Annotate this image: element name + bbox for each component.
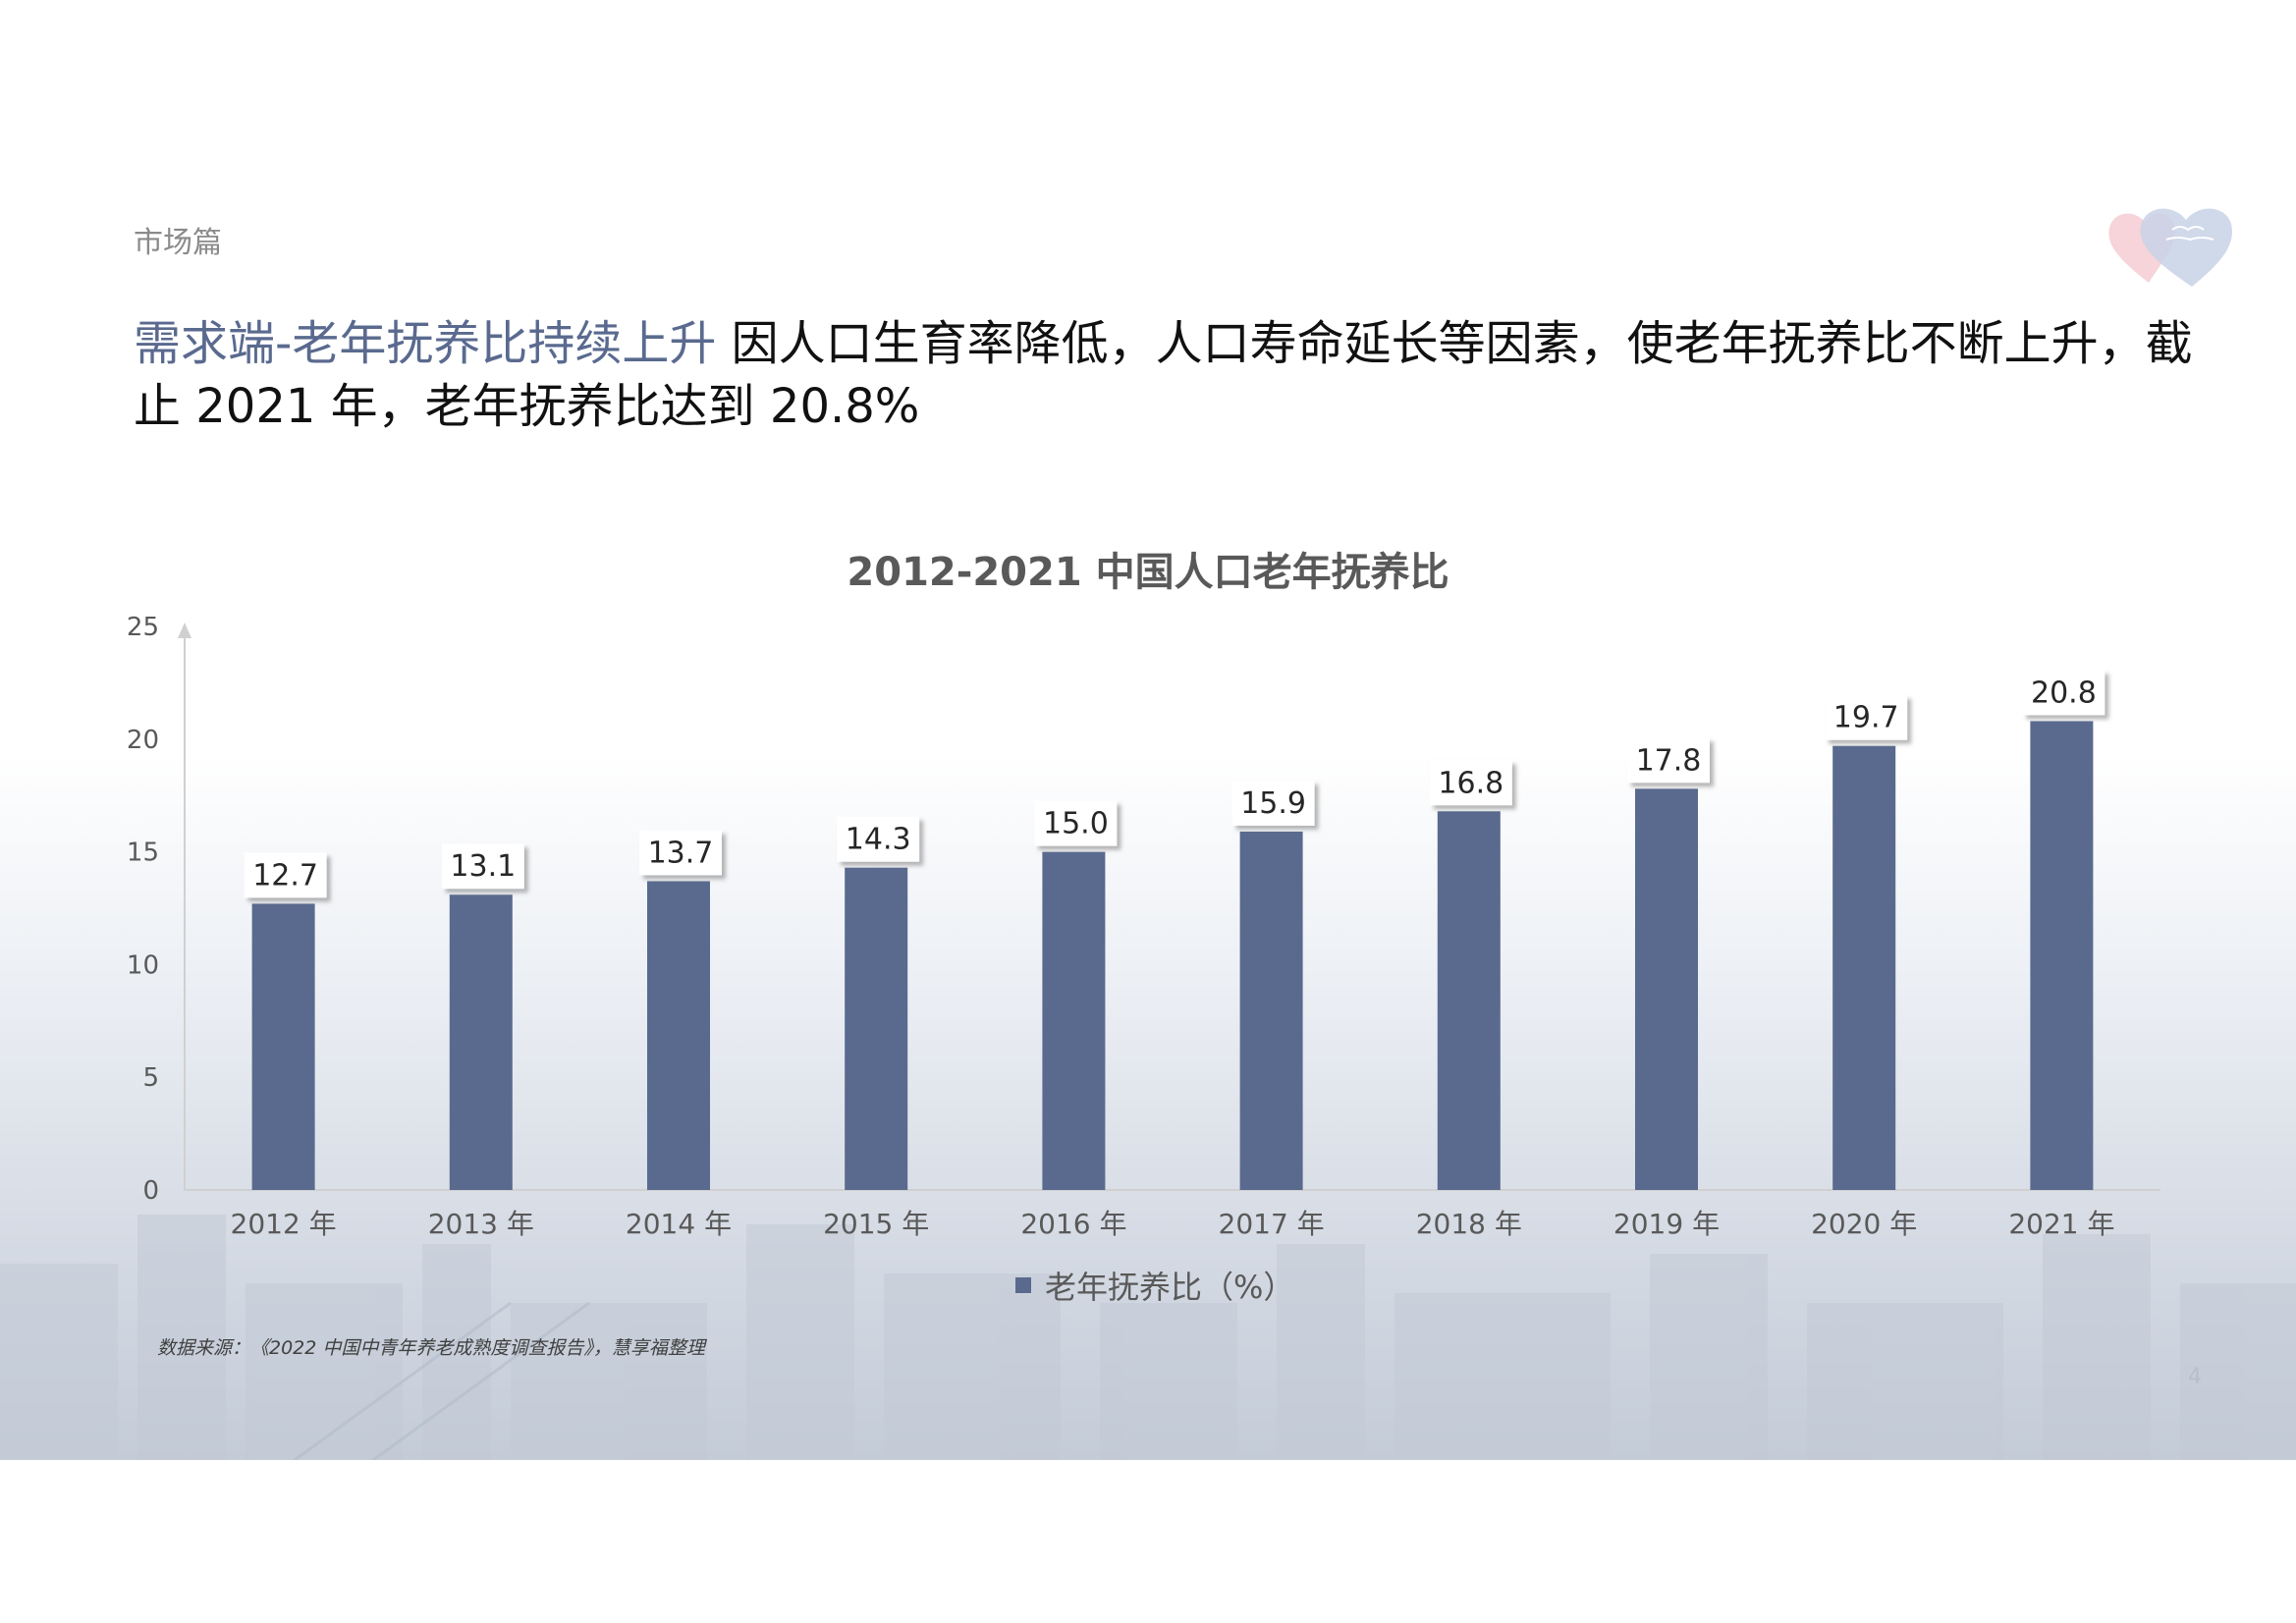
y-tick-label: 25 [127,613,159,642]
x-tick-label: 2019 年 [1613,1208,1720,1240]
data-label-box [441,843,524,890]
data-label-box [837,816,920,862]
bar [647,881,710,1190]
bar [1239,831,1303,1190]
headline-text: 因人口生育率降低，人口寿命延长等因素，使老年抚养比不断上升，截止 2021 年，… [134,316,2193,434]
y-tick-label: 5 [142,1063,159,1093]
x-tick-label: 2015 年 [823,1208,929,1240]
chart-title: 2012-2021 中国人口老年抚养比 [847,550,1449,595]
data-label: 15.9 [1240,786,1306,821]
x-tick-label: 2014 年 [626,1208,732,1240]
data-label-box [1034,800,1118,846]
data-source-note: 数据来源：《2022 中国中青年养老成熟度调查报告》，慧享福整理 [157,1337,705,1359]
data-label-box [1825,694,1908,740]
data-label: 12.7 [252,858,318,893]
x-tick-label: 2016 年 [1020,1208,1126,1240]
data-label-box [1429,760,1512,806]
data-label-box [1231,780,1315,826]
data-label: 15.0 [1043,807,1109,841]
x-tick-label: 2020 年 [1811,1208,1917,1240]
x-tick-label: 2017 年 [1219,1208,1325,1240]
bar [1042,851,1106,1190]
data-label: 16.8 [1438,766,1503,800]
legend-label: 老年抚养比（%） [1045,1269,1295,1306]
bar [1832,745,1896,1190]
data-label-box [639,830,722,876]
data-label: 14.3 [846,823,911,857]
y-tick-label: 10 [127,950,159,980]
y-tick-label: 0 [142,1176,159,1206]
x-tick-label: 2021 年 [2008,1208,2114,1240]
section-label: 市场篇 [134,226,222,260]
bar [1437,811,1501,1190]
data-label-box [2022,670,2105,716]
headline-accent: 需求端-老年抚养比持续上升 [134,316,717,371]
data-label: 17.8 [1636,743,1702,778]
page-number: 4 [2188,1365,2202,1389]
city-background-image [0,753,2296,1460]
data-label: 13.7 [648,836,714,870]
data-label-box [244,852,327,898]
bar [2030,721,2094,1190]
headline: 需求端-老年抚养比持续上升 因人口生育率降低，人口寿命延长等因素，使老年抚养比不… [134,312,2196,438]
bar [1635,788,1698,1190]
x-tick-label: 2012 年 [231,1208,337,1240]
bar [449,894,513,1190]
y-tick-label: 15 [127,839,159,868]
bar [251,903,315,1190]
x-tick-label: 2013 年 [428,1208,534,1240]
x-tick-label: 2018 年 [1416,1208,1522,1240]
y-tick-label: 20 [127,726,159,755]
bar-chart: 0 5 10 15 20 25 12.7 2012 年 13.1 2013 年 13.7 2014 年… [127,613,2160,1240]
y-axis-arrow [178,622,191,638]
heart-logo-icon [2102,196,2259,295]
data-label-box [1627,737,1710,784]
data-label: 13.1 [450,849,516,884]
data-label: 19.7 [1833,701,1899,735]
legend-swatch [1015,1277,1031,1293]
slide: 市场篇 需求端-老年抚养比持续上升 因人口生育率降低，人口寿命延长等因素，使老年… [0,196,2296,1460]
chart-legend: 老年抚养比（%） [1015,1263,1294,1308]
data-label: 20.8 [2031,676,2097,710]
bar [845,867,908,1190]
